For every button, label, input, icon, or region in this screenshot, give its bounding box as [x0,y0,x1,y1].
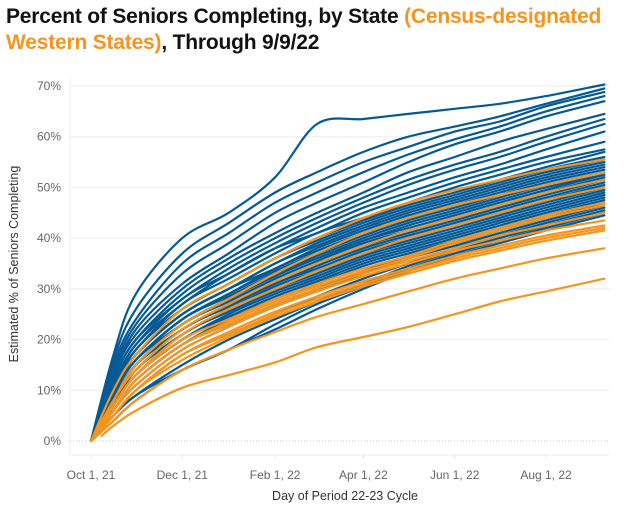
chart-title: Percent of Seniors Completing, by State … [6,4,620,56]
y-axis: 0% 10% 20% 30% 40% 50% 60% 70% [37,79,61,448]
x-tick-label: Aug 1, 22 [520,468,572,482]
title-part-1: Percent of Seniors Completing, by State [6,5,405,28]
x-tick-label: Feb 1, 22 [250,468,301,482]
x-axis-title: Day of Period 22-23 Cycle [272,489,418,503]
y-tick-label: 40% [37,231,61,245]
y-tick-label: 10% [37,383,61,397]
series-line-western-state [89,171,606,443]
x-tick-label: Jun 1, 22 [430,468,480,482]
series-line-other-state [89,95,606,443]
y-tick-label: 20% [37,333,61,347]
y-tick-label: 0% [44,434,62,448]
series-line-other-state [89,87,606,443]
y-tick-label: 30% [37,282,61,296]
x-tick-label: Oct 1, 21 [67,468,116,482]
series-line-western-state [89,247,606,443]
x-axis: Oct 1, 21 Dec 1, 21 Feb 1, 22 Apr 1, 22 Jun … [67,455,572,482]
series-line-western-state [89,219,606,443]
series-line-western-state [89,178,606,443]
title-highlight-western-states: (Census-designated Western States) [6,5,602,54]
series-line-other-state [89,100,606,443]
series-line-other-state [89,122,606,443]
y-axis-title: Estimated % of Seniors Completing [7,166,21,363]
series-line-western-state [89,201,606,443]
series-line-western-state [89,229,606,443]
y-tick-label: 70% [37,79,61,93]
x-tick-label: Apr 1, 22 [339,468,388,482]
series-line-western-state [89,158,606,443]
series-line-other-state [89,83,606,443]
title-part-3: , Through 9/9/22 [161,31,320,54]
series-line-other-state [89,112,606,443]
x-tick-label: Dec 1, 21 [157,468,209,482]
y-tick-label: 60% [37,130,61,144]
series-line-western-state [89,211,606,443]
series-line-other-state [89,91,606,443]
series-line-other-state [89,155,606,443]
series-line-western-state [100,277,606,437]
y-tick-label: 50% [37,180,61,194]
series-western-states [89,158,606,443]
